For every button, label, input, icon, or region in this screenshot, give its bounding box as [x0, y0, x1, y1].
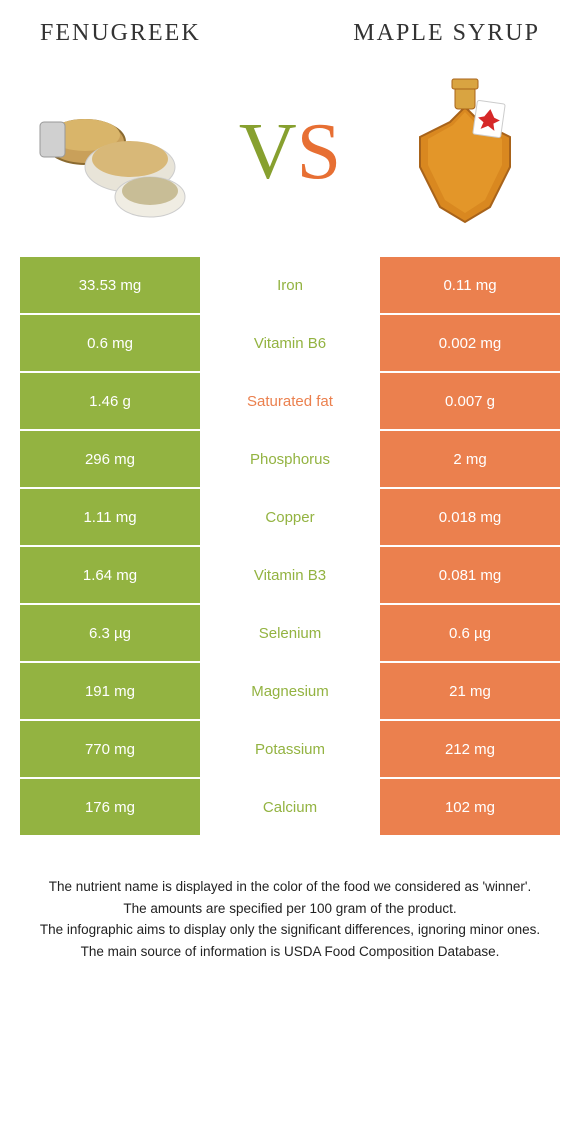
- nutrient-label: Saturated fat: [200, 373, 380, 429]
- right-value-cell: 0.007 g: [380, 373, 560, 429]
- table-row: 770 mgPotassium212 mg: [20, 721, 560, 777]
- right-value-cell: 2 mg: [380, 431, 560, 487]
- nutrient-label: Copper: [200, 489, 380, 545]
- footnote: The infographic aims to display only the…: [30, 920, 550, 940]
- table-row: 0.6 mgVitamin B60.002 mg: [20, 315, 560, 371]
- nutrient-label: Phosphorus: [200, 431, 380, 487]
- vs-s: S: [297, 108, 342, 196]
- table-row: 176 mgCalcium102 mg: [20, 779, 560, 835]
- left-value-cell: 770 mg: [20, 721, 200, 777]
- fenugreek-image: [30, 67, 200, 237]
- footnotes: The nutrient name is displayed in the co…: [0, 837, 580, 983]
- nutrient-label: Potassium: [200, 721, 380, 777]
- nutrient-label: Vitamin B6: [200, 315, 380, 371]
- footnote: The amounts are specified per 100 gram o…: [30, 899, 550, 919]
- table-row: 191 mgMagnesium21 mg: [20, 663, 560, 719]
- footnote: The nutrient name is displayed in the co…: [30, 877, 550, 897]
- left-value-cell: 191 mg: [20, 663, 200, 719]
- left-value-cell: 0.6 mg: [20, 315, 200, 371]
- right-value-cell: 0.11 mg: [380, 257, 560, 313]
- vs-v: V: [239, 108, 297, 196]
- table-row: 296 mgPhosphorus2 mg: [20, 431, 560, 487]
- left-food-title: Fenugreek: [40, 20, 201, 47]
- right-value-cell: 102 mg: [380, 779, 560, 835]
- left-value-cell: 1.64 mg: [20, 547, 200, 603]
- nutrient-label: Selenium: [200, 605, 380, 661]
- right-value-cell: 0.002 mg: [380, 315, 560, 371]
- left-value-cell: 296 mg: [20, 431, 200, 487]
- table-row: 1.11 mgCopper0.018 mg: [20, 489, 560, 545]
- left-value-cell: 6.3 µg: [20, 605, 200, 661]
- nutrient-label: Iron: [200, 257, 380, 313]
- right-value-cell: 0.6 µg: [380, 605, 560, 661]
- left-value-cell: 176 mg: [20, 779, 200, 835]
- right-food-title: Maple syrup: [353, 20, 540, 47]
- left-value-cell: 1.46 g: [20, 373, 200, 429]
- nutrient-label: Calcium: [200, 779, 380, 835]
- right-value-cell: 21 mg: [380, 663, 560, 719]
- table-row: 33.53 mgIron0.11 mg: [20, 257, 560, 313]
- header: Fenugreek Maple syrup: [0, 0, 580, 57]
- left-value-cell: 1.11 mg: [20, 489, 200, 545]
- right-value-cell: 0.081 mg: [380, 547, 560, 603]
- table-row: 6.3 µgSelenium0.6 µg: [20, 605, 560, 661]
- maple-syrup-image: [380, 67, 550, 237]
- footnote: The main source of information is USDA F…: [30, 942, 550, 962]
- vs-label: VS: [239, 107, 341, 198]
- images-row: VS: [0, 57, 580, 257]
- nutrient-label: Magnesium: [200, 663, 380, 719]
- nutrient-table: 33.53 mgIron0.11 mg0.6 mgVitamin B60.002…: [0, 257, 580, 835]
- left-value-cell: 33.53 mg: [20, 257, 200, 313]
- nutrient-label: Vitamin B3: [200, 547, 380, 603]
- table-row: 1.46 gSaturated fat0.007 g: [20, 373, 560, 429]
- right-value-cell: 0.018 mg: [380, 489, 560, 545]
- table-row: 1.64 mgVitamin B30.081 mg: [20, 547, 560, 603]
- right-value-cell: 212 mg: [380, 721, 560, 777]
